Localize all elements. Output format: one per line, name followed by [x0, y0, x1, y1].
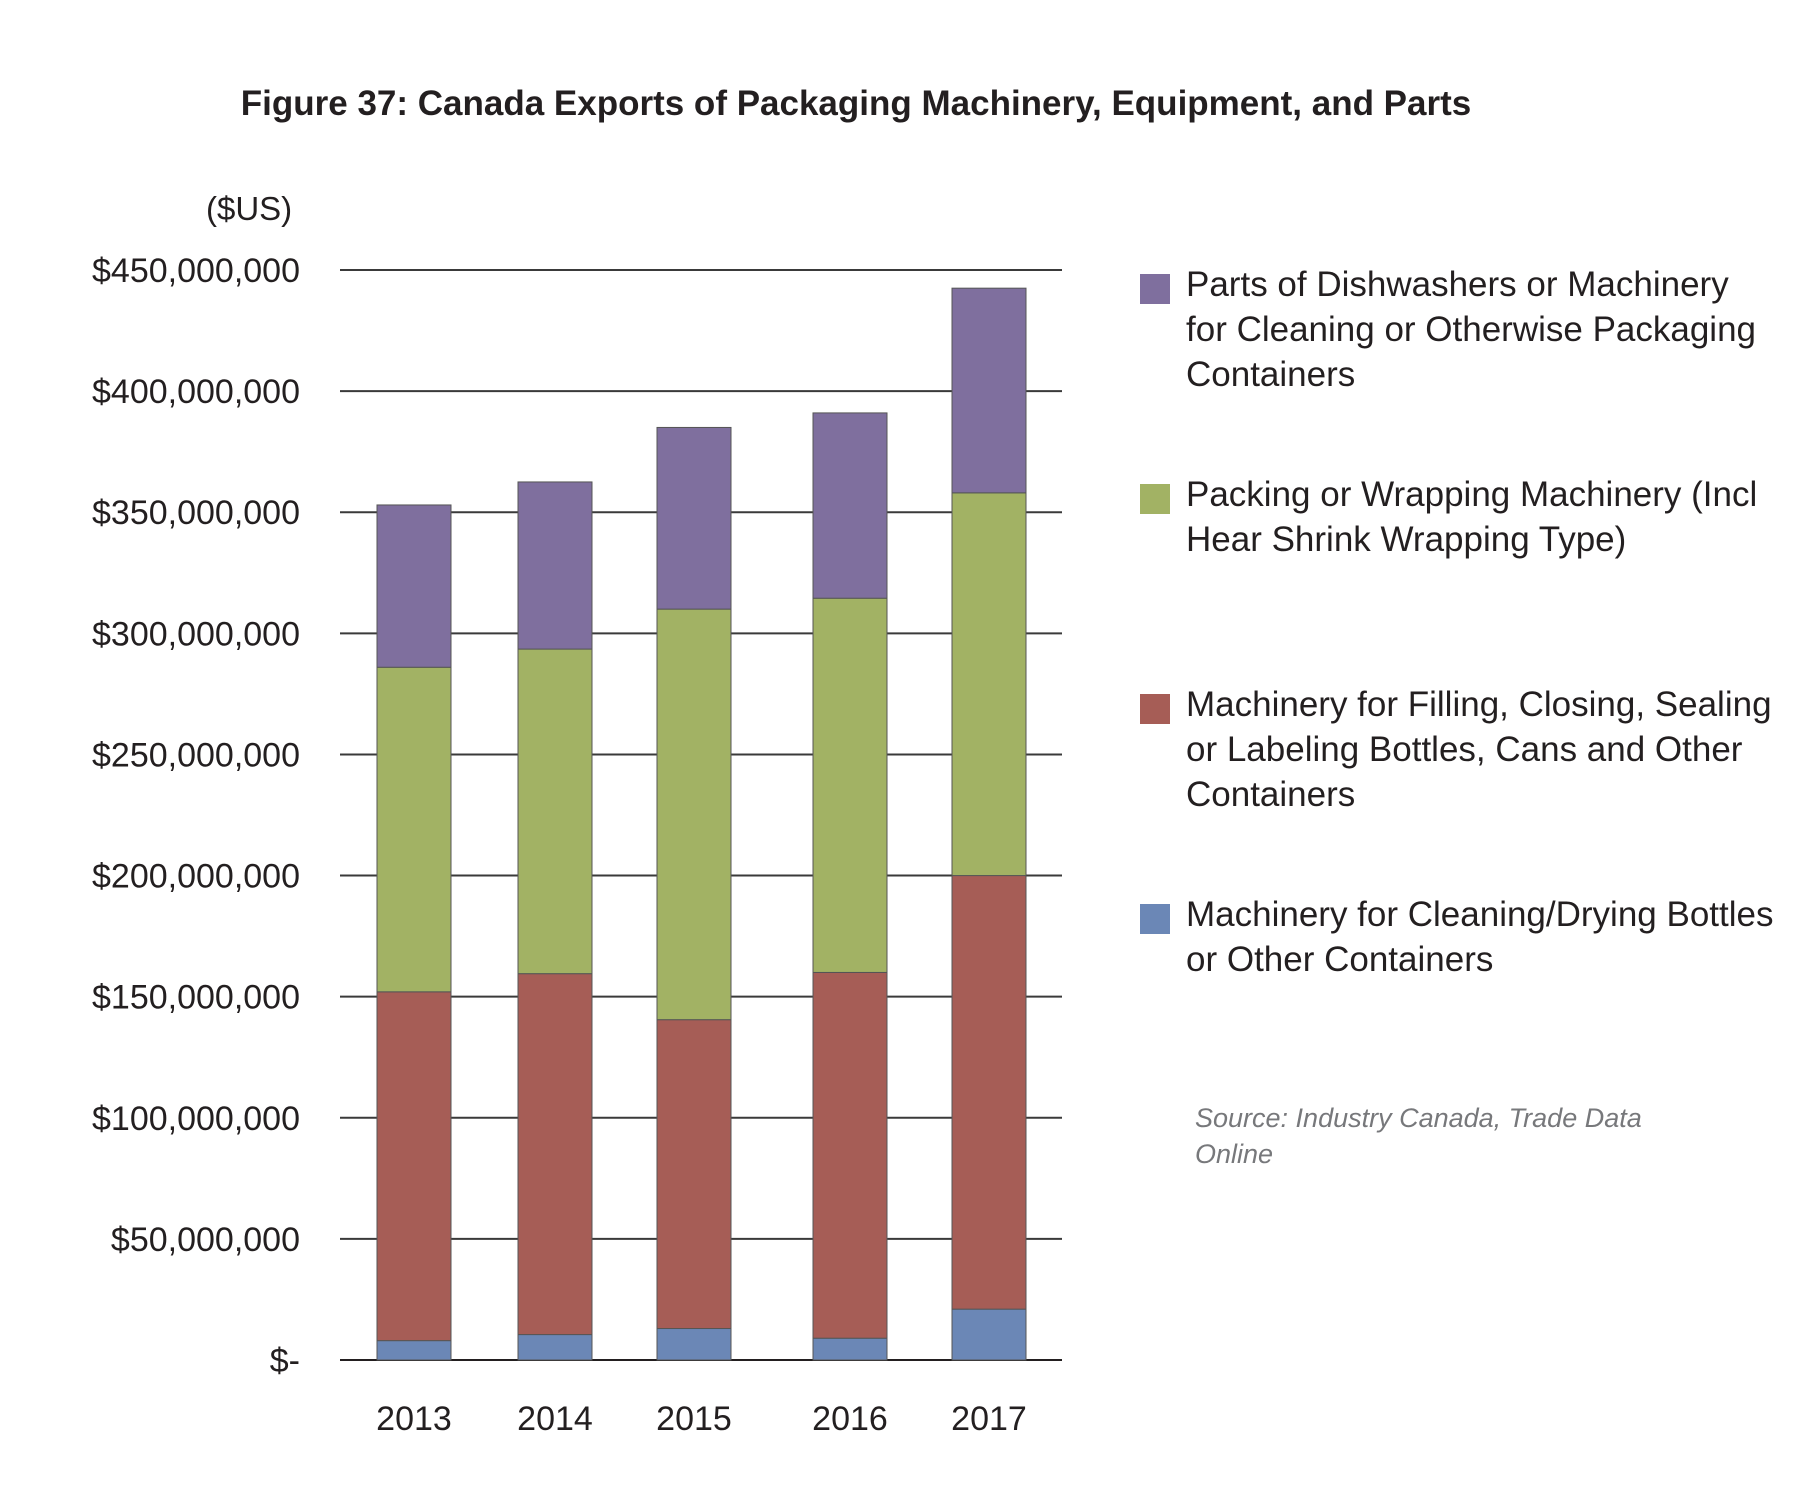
legend-label: Parts of Dishwashers or Machinery for Cl… [1186, 265, 1757, 394]
legend-swatch [1140, 694, 1170, 724]
y-tick-label: $100,000,000 [92, 1100, 300, 1138]
legend-swatch [1140, 274, 1170, 304]
y-tick-label: $- [270, 1342, 300, 1380]
y-tick-label: $250,000,000 [92, 736, 300, 774]
legend-swatch [1140, 904, 1170, 934]
bar-segment [812, 971, 888, 1339]
bar-segment [951, 1308, 1027, 1361]
bar-segment [812, 412, 888, 599]
bar-segment [376, 991, 452, 1342]
legend-label: Machinery for Cleaning/Drying Bottles or… [1186, 895, 1774, 979]
y-tick-label: $450,000,000 [92, 252, 300, 290]
y-axis-unit-label: ($US) [206, 190, 293, 227]
bar-segment [656, 608, 732, 1021]
legend-swatch [1140, 484, 1170, 514]
bar-segment [376, 666, 452, 993]
chart-title: Figure 37: Canada Exports of Packaging M… [240, 84, 1472, 123]
bar-segment [517, 648, 593, 975]
legend-label: Machinery for Filling, Closing, Sealing … [1186, 685, 1772, 814]
bar-segment [517, 481, 593, 650]
bar-segment [951, 492, 1027, 877]
x-tick-label: 2013 [376, 1400, 452, 1438]
bar-segment [656, 426, 732, 610]
bar-segment [951, 287, 1027, 494]
y-tick-label: $200,000,000 [92, 858, 300, 896]
legend-label: Packing or Wrapping Machinery (Incl Hear… [1186, 475, 1758, 559]
y-tick-label: $150,000,000 [92, 979, 300, 1017]
bar-segment [376, 1340, 452, 1361]
bar-segment [376, 504, 452, 668]
x-tick-label: 2014 [517, 1400, 593, 1438]
x-tick-label: 2017 [951, 1400, 1027, 1438]
bar-segment [656, 1019, 732, 1330]
bar-segment [812, 1337, 888, 1361]
y-tick-label: $300,000,000 [92, 615, 300, 653]
bar-segment [517, 973, 593, 1336]
bar-segment [656, 1328, 732, 1361]
y-tick-label: $350,000,000 [92, 494, 300, 532]
bar-segment [812, 597, 888, 973]
y-tick-label: $400,000,000 [92, 373, 300, 411]
bar-segment [951, 875, 1027, 1310]
y-tick-label: $50,000,000 [111, 1221, 300, 1259]
x-tick-label: 2015 [656, 1400, 732, 1438]
source-note: Source: Industry Canada, Trade Data Onli… [1195, 1103, 1642, 1169]
bar-segment [517, 1334, 593, 1361]
x-tick-label: 2016 [812, 1400, 888, 1438]
